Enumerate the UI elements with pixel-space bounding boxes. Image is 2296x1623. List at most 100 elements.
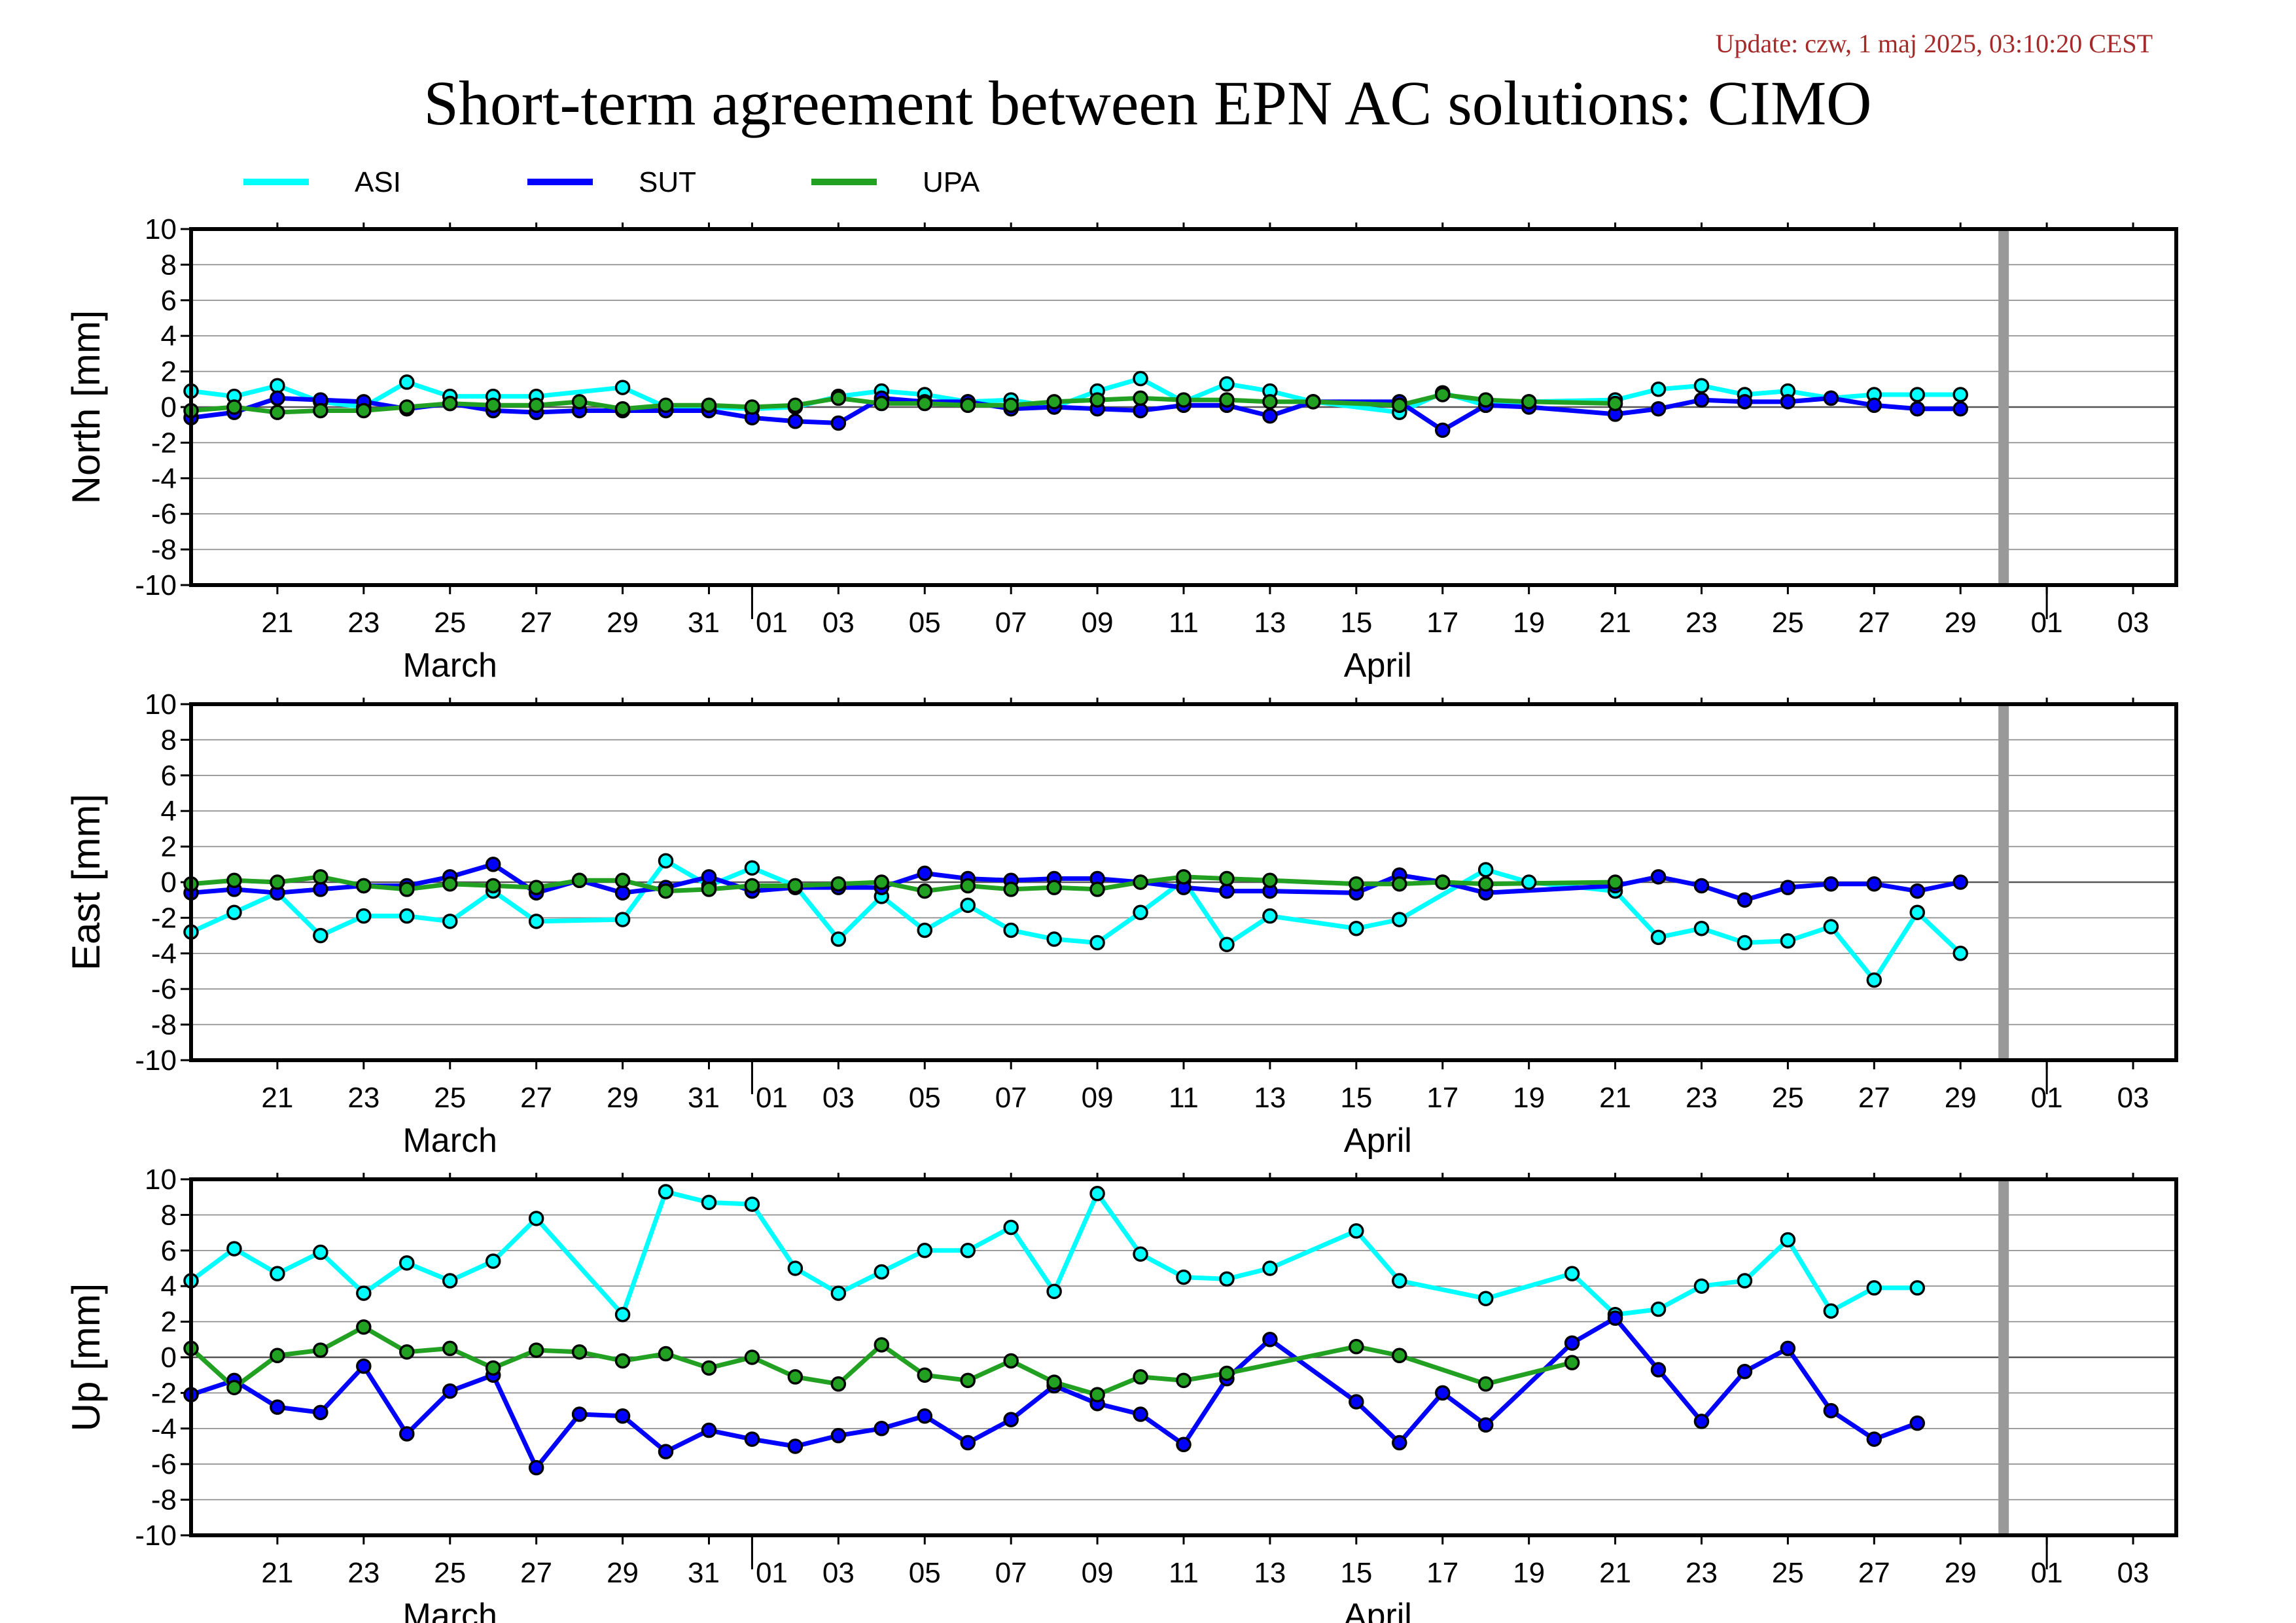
data-point bbox=[1219, 936, 1235, 952]
y-tick-label: -8 bbox=[151, 1484, 177, 1516]
points-asi bbox=[183, 1184, 1926, 1323]
chart-title: Short-term agreement between EPN AC solu… bbox=[423, 68, 1871, 138]
data-point bbox=[1434, 874, 1451, 890]
data-point bbox=[1133, 1406, 1148, 1422]
data-point bbox=[356, 1285, 372, 1301]
data-point bbox=[226, 872, 242, 889]
y-tick-label: 6 bbox=[161, 1235, 177, 1267]
data-point bbox=[1737, 1273, 1753, 1289]
data-point bbox=[830, 415, 847, 431]
data-point bbox=[1089, 1186, 1105, 1202]
data-point bbox=[1693, 878, 1710, 894]
data-point bbox=[1737, 1364, 1753, 1380]
points-upa bbox=[183, 869, 1623, 899]
data-point bbox=[614, 380, 631, 395]
data-point bbox=[1909, 904, 1926, 920]
data-point bbox=[1693, 378, 1710, 394]
data-point bbox=[1650, 1301, 1667, 1317]
data-point bbox=[1607, 1310, 1623, 1326]
data-point bbox=[399, 1255, 415, 1271]
data-point bbox=[226, 904, 242, 920]
data-point bbox=[1952, 874, 1968, 890]
data-point bbox=[399, 908, 415, 924]
x-tick-label: 29 bbox=[607, 1082, 639, 1114]
data-point bbox=[1392, 1347, 1407, 1364]
data-point bbox=[1521, 874, 1537, 890]
x-tick-label: 27 bbox=[520, 1082, 552, 1114]
panel-2: 108 64 20-2 -4-6 -8-10 East [mm] 21 23 25 27 29 31 0… bbox=[64, 688, 2178, 1160]
data-point bbox=[1305, 394, 1321, 410]
data-point bbox=[1737, 892, 1753, 908]
x-tick-label: 27 bbox=[520, 607, 552, 639]
x-tick-label: 03 bbox=[822, 1082, 855, 1114]
x-tick-label: 19 bbox=[1513, 1082, 1545, 1114]
data-point bbox=[270, 378, 285, 394]
x-tick-label: 25 bbox=[434, 1557, 466, 1589]
x-tick-label: 11 bbox=[1169, 1082, 1199, 1114]
x-tick-label: 05 bbox=[909, 607, 941, 639]
y-axis: 108 64 20-2 -4-6 -8-10 bbox=[135, 688, 191, 1077]
data-point bbox=[485, 878, 501, 894]
x-tick-label: 03 bbox=[2117, 607, 2149, 639]
data-point bbox=[571, 1406, 588, 1422]
data-point bbox=[1133, 370, 1148, 387]
data-point bbox=[1219, 1271, 1235, 1287]
data-point bbox=[1607, 395, 1623, 412]
data-point bbox=[658, 883, 674, 899]
data-point bbox=[442, 1273, 458, 1289]
data-point bbox=[1693, 1414, 1710, 1429]
x-tick-label: 23 bbox=[1686, 1082, 1718, 1114]
data-point bbox=[1693, 1278, 1710, 1294]
plot-frame bbox=[189, 227, 2178, 587]
data-point bbox=[442, 1383, 458, 1399]
data-point bbox=[1780, 1232, 1796, 1248]
data-point bbox=[1176, 1269, 1192, 1285]
data-point bbox=[226, 1380, 242, 1395]
data-point bbox=[917, 395, 933, 412]
month-label: April bbox=[1344, 647, 1412, 685]
data-point bbox=[1780, 880, 1796, 895]
data-point bbox=[614, 872, 631, 889]
data-point bbox=[1349, 920, 1364, 936]
data-point bbox=[1477, 862, 1494, 878]
data-point bbox=[830, 931, 847, 947]
y-tick-label: 6 bbox=[161, 285, 177, 317]
data-point bbox=[1262, 394, 1278, 410]
data-point bbox=[960, 1372, 976, 1389]
data-point bbox=[1693, 392, 1710, 408]
data-point bbox=[1176, 1372, 1192, 1389]
x-tick-label: 17 bbox=[1426, 1557, 1458, 1589]
data-point bbox=[270, 874, 285, 890]
y-tick-label: 6 bbox=[161, 760, 177, 792]
data-point bbox=[960, 897, 976, 914]
data-point bbox=[1176, 869, 1192, 885]
legend-entry-sut: SUT bbox=[527, 166, 696, 198]
x-tick-label: 27 bbox=[1858, 607, 1890, 639]
data-point bbox=[787, 1369, 804, 1385]
data-point bbox=[313, 1342, 328, 1358]
data-point bbox=[1952, 387, 1968, 402]
data-point bbox=[874, 874, 890, 890]
x-tick-label: 05 bbox=[909, 1082, 941, 1114]
legend-entry-asi: ASI bbox=[243, 166, 401, 198]
data-point bbox=[1866, 1431, 1882, 1447]
data-point bbox=[701, 1194, 717, 1211]
y-tick-label: 4 bbox=[161, 320, 177, 352]
y-axis-label: East [mm] bbox=[64, 794, 108, 971]
data-point bbox=[830, 1427, 847, 1444]
data-point bbox=[1046, 880, 1062, 895]
y-tick-label: -10 bbox=[135, 1520, 177, 1552]
month-label: March bbox=[402, 1597, 497, 1623]
x-tick-label: 03 bbox=[2117, 1557, 2149, 1589]
data-point bbox=[1780, 394, 1796, 410]
data-point bbox=[658, 1346, 674, 1362]
x-tick-label: 21 bbox=[261, 1557, 293, 1589]
y-tick-label: 2 bbox=[161, 356, 177, 388]
data-point bbox=[1392, 912, 1407, 927]
data-point bbox=[1650, 929, 1667, 946]
data-point bbox=[787, 414, 804, 429]
data-point bbox=[787, 1260, 804, 1276]
data-point bbox=[399, 374, 415, 390]
data-point bbox=[1909, 883, 1926, 899]
x-tick-label: 31 bbox=[688, 607, 720, 639]
